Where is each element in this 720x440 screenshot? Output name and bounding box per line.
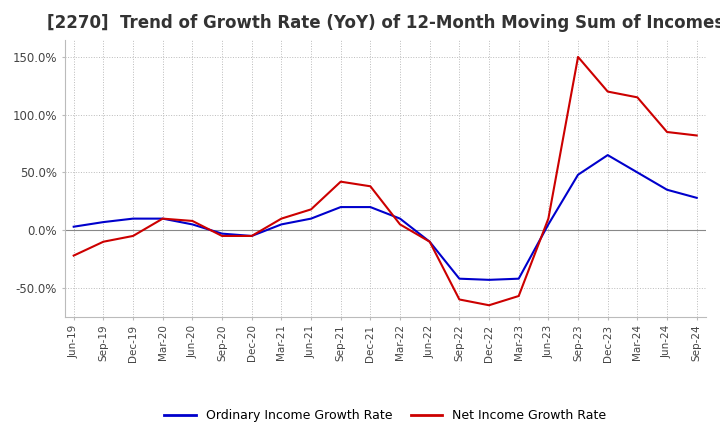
Ordinary Income Growth Rate — [455, 276, 464, 281]
Ordinary Income Growth Rate — [129, 216, 138, 221]
Ordinary Income Growth Rate — [574, 172, 582, 177]
Net Income Growth Rate — [188, 218, 197, 224]
Net Income Growth Rate — [336, 179, 345, 184]
Net Income Growth Rate — [307, 207, 315, 212]
Net Income Growth Rate — [603, 89, 612, 94]
Net Income Growth Rate — [693, 133, 701, 138]
Ordinary Income Growth Rate — [603, 152, 612, 158]
Ordinary Income Growth Rate — [366, 205, 374, 210]
Ordinary Income Growth Rate — [99, 220, 108, 225]
Ordinary Income Growth Rate — [426, 239, 434, 244]
Title: [2270]  Trend of Growth Rate (YoY) of 12-Month Moving Sum of Incomes: [2270] Trend of Growth Rate (YoY) of 12-… — [47, 15, 720, 33]
Ordinary Income Growth Rate — [662, 187, 671, 192]
Net Income Growth Rate — [99, 239, 108, 244]
Net Income Growth Rate — [248, 233, 256, 238]
Ordinary Income Growth Rate — [514, 276, 523, 281]
Net Income Growth Rate — [485, 303, 493, 308]
Net Income Growth Rate — [426, 239, 434, 244]
Ordinary Income Growth Rate — [307, 216, 315, 221]
Ordinary Income Growth Rate — [336, 205, 345, 210]
Line: Ordinary Income Growth Rate: Ordinary Income Growth Rate — [73, 155, 697, 280]
Ordinary Income Growth Rate — [396, 216, 405, 221]
Net Income Growth Rate — [455, 297, 464, 302]
Legend: Ordinary Income Growth Rate, Net Income Growth Rate: Ordinary Income Growth Rate, Net Income … — [159, 404, 611, 427]
Net Income Growth Rate — [129, 233, 138, 238]
Ordinary Income Growth Rate — [544, 222, 553, 227]
Net Income Growth Rate — [366, 183, 374, 189]
Net Income Growth Rate — [662, 129, 671, 135]
Net Income Growth Rate — [574, 54, 582, 59]
Net Income Growth Rate — [514, 293, 523, 299]
Net Income Growth Rate — [544, 216, 553, 221]
Net Income Growth Rate — [277, 216, 286, 221]
Line: Net Income Growth Rate: Net Income Growth Rate — [73, 57, 697, 305]
Ordinary Income Growth Rate — [158, 216, 167, 221]
Ordinary Income Growth Rate — [69, 224, 78, 229]
Ordinary Income Growth Rate — [248, 233, 256, 238]
Ordinary Income Growth Rate — [277, 222, 286, 227]
Ordinary Income Growth Rate — [485, 277, 493, 282]
Net Income Growth Rate — [158, 216, 167, 221]
Ordinary Income Growth Rate — [693, 195, 701, 201]
Net Income Growth Rate — [633, 95, 642, 100]
Ordinary Income Growth Rate — [633, 170, 642, 175]
Ordinary Income Growth Rate — [188, 222, 197, 227]
Net Income Growth Rate — [69, 253, 78, 258]
Net Income Growth Rate — [217, 233, 226, 238]
Ordinary Income Growth Rate — [217, 231, 226, 236]
Net Income Growth Rate — [396, 222, 405, 227]
